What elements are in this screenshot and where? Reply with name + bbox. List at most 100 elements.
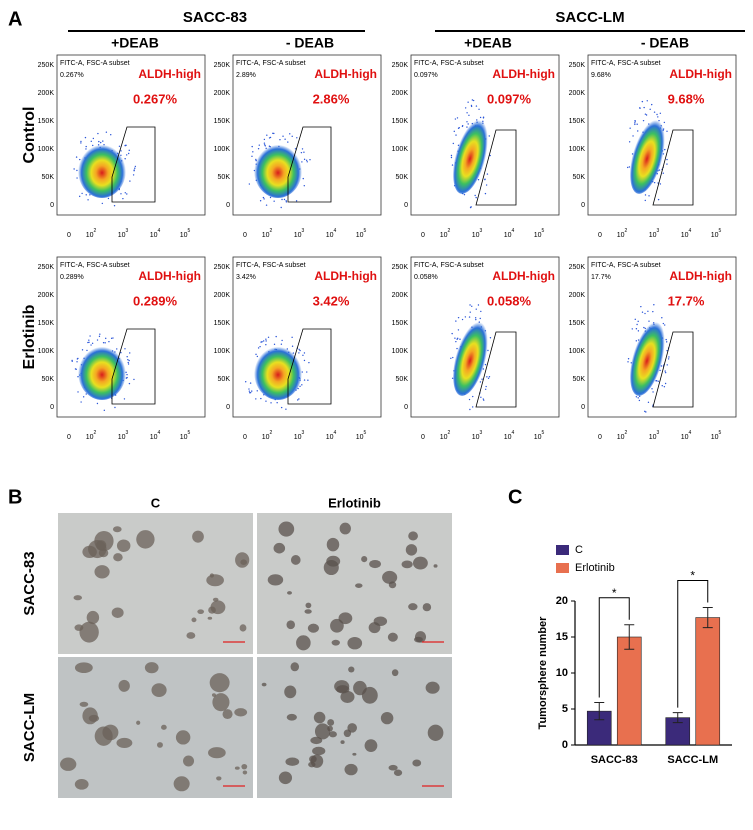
tick-base: 10 (180, 232, 188, 239)
event-dot (487, 377, 490, 379)
event-dot (653, 181, 656, 184)
event-dot (480, 310, 482, 313)
gate (475, 129, 517, 206)
cell-cluster (286, 620, 295, 630)
x-tick-label: 102 (86, 228, 97, 239)
event-dot (641, 100, 644, 103)
cell-cluster (157, 742, 163, 748)
event-dot (450, 154, 453, 157)
x-tick-label: 102 (617, 228, 628, 239)
x-tick-label: 0 (598, 434, 602, 441)
event-dot (122, 197, 124, 200)
gate-label: ALDH-high (492, 269, 555, 283)
cell-cluster (405, 544, 418, 556)
cell-cluster (136, 530, 155, 549)
cell-cluster (313, 711, 326, 724)
event-dot (248, 183, 251, 185)
y-tick-label: 50K (42, 174, 55, 181)
x-tick-label: 0 (421, 434, 425, 441)
event-dot (127, 358, 129, 361)
error-bar (594, 702, 605, 721)
cell-cluster (355, 583, 363, 588)
event-dot (132, 174, 135, 176)
row-label: SACC-83 (21, 551, 38, 615)
event-dot (657, 380, 659, 382)
event-dot (257, 148, 260, 150)
event-dot (302, 177, 304, 180)
event-dot (249, 391, 252, 394)
event-dot (298, 398, 300, 400)
tick-base: 10 (326, 434, 334, 441)
event-dot (302, 354, 304, 357)
event-dot (635, 328, 638, 330)
gate-label: ALDH-high (138, 67, 201, 81)
event-dot (655, 380, 657, 382)
event-dot (450, 357, 452, 359)
cell-cluster (212, 693, 230, 712)
event-dot (657, 198, 660, 201)
gate-percent: 0.097% (487, 91, 532, 106)
event-dot (127, 363, 130, 365)
cell-cluster (290, 555, 301, 565)
y-tick-label: 150K (569, 320, 586, 327)
event-dot (469, 304, 471, 306)
event-dot (298, 348, 300, 351)
event-dot (124, 144, 126, 147)
event-dot (477, 179, 480, 181)
cell-cluster (79, 621, 99, 643)
event-cloud (78, 142, 126, 198)
event-dot (103, 409, 106, 412)
event-dot (90, 140, 92, 143)
cell-cluster (207, 616, 213, 620)
event-dot (73, 168, 75, 170)
event-dot (127, 361, 129, 364)
y-tick-label: 0 (581, 404, 585, 411)
event-dot (113, 205, 116, 207)
row-label: SACC-LM (21, 693, 38, 762)
event-dot (484, 178, 486, 180)
event-dot (634, 119, 636, 122)
cell-cluster (186, 632, 196, 639)
event-dot (265, 204, 268, 206)
cell-cluster (382, 570, 398, 584)
cell-cluster (422, 603, 432, 612)
event-dot (303, 352, 306, 354)
cell-cluster (79, 701, 89, 707)
event-dot (275, 335, 277, 338)
y-tick-label: 50K (573, 376, 586, 383)
event-dot (129, 180, 131, 182)
event-dot (665, 341, 668, 343)
cell-cluster (144, 662, 159, 674)
event-dot (484, 192, 487, 195)
event-dot (652, 310, 654, 313)
cell-cluster (222, 709, 233, 720)
cell-cluster (209, 673, 230, 693)
event-dot (455, 320, 457, 322)
event-dot (455, 340, 457, 343)
x-tick-label: 103 (294, 228, 305, 239)
cell-cluster (304, 609, 312, 614)
event-dot (259, 200, 262, 202)
event-cloud (78, 344, 126, 400)
tick-base: 10 (711, 434, 719, 441)
event-dot (479, 381, 482, 383)
cell-cluster (192, 530, 204, 543)
event-dot (256, 355, 259, 358)
event-dot (482, 398, 485, 400)
event-dot (644, 194, 647, 196)
cell-cluster (173, 776, 190, 792)
event-cloud (630, 116, 666, 194)
event-dot (272, 132, 274, 135)
event-dot (489, 337, 492, 339)
event-dot (629, 127, 631, 129)
y-tick-label: 200K (569, 90, 586, 97)
tick-base: 10 (504, 232, 512, 239)
event-dot (101, 202, 104, 205)
event-dot (653, 304, 655, 306)
event-dot (645, 411, 647, 413)
gate-label: ALDH-high (669, 269, 732, 283)
y-tick-label: 250K (214, 264, 231, 271)
y-tick-label: 0 (404, 404, 408, 411)
cell-cluster (94, 726, 113, 746)
event-dot (478, 108, 480, 110)
